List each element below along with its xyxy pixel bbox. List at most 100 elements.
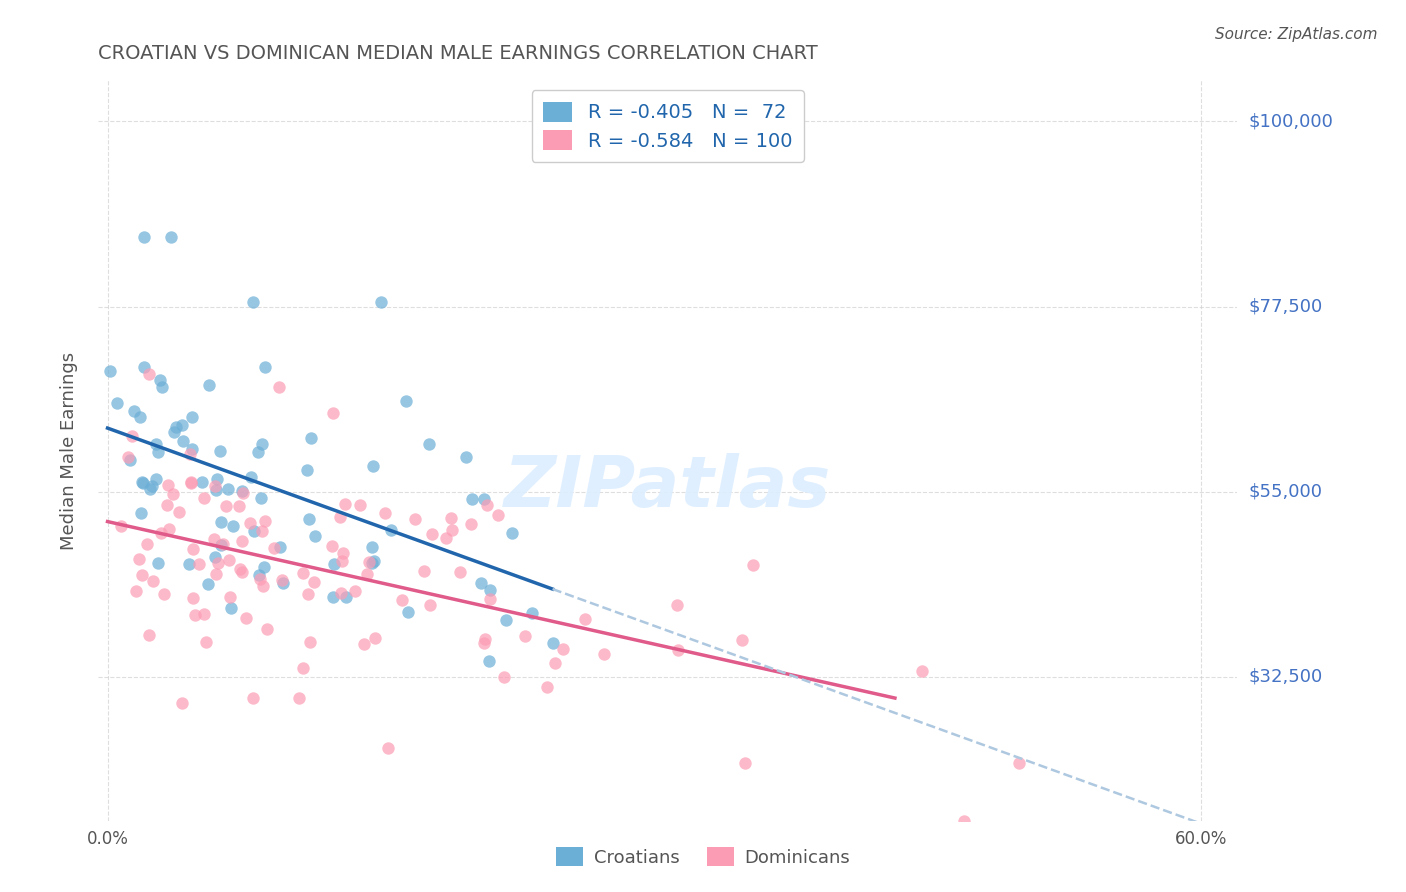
Point	[229, 562, 252, 576]
Point	[131, 567, 153, 582]
Y-axis label: Median Male Earnings: Median Male Earnings	[59, 351, 77, 549]
Point	[132, 475, 155, 490]
Point	[298, 634, 321, 648]
Point	[256, 622, 278, 636]
Point	[131, 507, 153, 521]
Point	[146, 556, 169, 570]
Point	[434, 531, 457, 545]
Point	[291, 661, 314, 675]
Point	[479, 591, 502, 606]
Point	[110, 519, 132, 533]
Point	[183, 541, 205, 556]
Point	[209, 444, 232, 458]
Point	[665, 598, 688, 612]
Point	[232, 485, 254, 500]
Point	[330, 586, 353, 600]
Point	[353, 637, 375, 651]
Point	[128, 409, 150, 424]
Point	[141, 574, 163, 588]
Point	[520, 606, 543, 620]
Point	[180, 442, 202, 456]
Point	[271, 575, 294, 590]
Point	[322, 591, 344, 605]
Legend: R = -0.405   N =  72, R = -0.584   N = 100: R = -0.405 N = 72, R = -0.584 N = 100	[531, 90, 804, 162]
Point	[460, 517, 482, 532]
Point	[149, 526, 172, 541]
Point	[953, 814, 976, 828]
Point	[231, 566, 253, 580]
Point	[191, 475, 214, 490]
Point	[138, 628, 160, 642]
Point	[235, 611, 257, 625]
Point	[180, 476, 202, 491]
Point	[239, 516, 262, 531]
Point	[364, 631, 387, 645]
Point	[299, 431, 322, 445]
Point	[242, 295, 264, 310]
Point	[141, 479, 163, 493]
Point	[370, 295, 392, 310]
Point	[252, 579, 274, 593]
Point	[475, 498, 498, 512]
Point	[544, 657, 567, 671]
Point	[160, 229, 183, 244]
Point	[222, 518, 245, 533]
Point	[449, 565, 471, 579]
Point	[179, 447, 201, 461]
Point	[394, 394, 416, 409]
Point	[418, 436, 440, 450]
Point	[501, 525, 523, 540]
Point	[183, 591, 205, 606]
Point	[330, 554, 353, 568]
Point	[183, 608, 205, 623]
Point	[218, 553, 240, 567]
Point	[243, 524, 266, 538]
Point	[253, 560, 276, 574]
Point	[291, 566, 314, 580]
Point	[478, 654, 501, 668]
Point	[486, 508, 509, 523]
Point	[361, 458, 384, 473]
Point	[374, 506, 396, 520]
Point	[440, 510, 463, 524]
Point	[149, 373, 172, 387]
Text: $77,500: $77,500	[1249, 298, 1323, 316]
Point	[145, 436, 167, 450]
Point	[349, 498, 371, 512]
Point	[212, 537, 235, 551]
Point	[495, 613, 517, 627]
Point	[472, 491, 495, 506]
Point	[380, 524, 402, 538]
Point	[209, 515, 232, 529]
Point	[252, 524, 274, 538]
Point	[156, 498, 179, 512]
Text: CROATIAN VS DOMINICAN MEDIAN MALE EARNINGS CORRELATION CHART: CROATIAN VS DOMINICAN MEDIAN MALE EARNIN…	[98, 45, 818, 63]
Point	[357, 555, 380, 569]
Point	[356, 567, 378, 582]
Point	[205, 472, 228, 486]
Point	[198, 378, 221, 392]
Point	[219, 591, 242, 605]
Point	[461, 491, 484, 506]
Point	[163, 425, 186, 440]
Point	[205, 567, 228, 582]
Point	[242, 690, 264, 705]
Point	[263, 541, 285, 556]
Point	[247, 568, 270, 582]
Point	[420, 526, 443, 541]
Point	[335, 590, 357, 604]
Point	[734, 756, 756, 770]
Point	[100, 364, 122, 378]
Point	[146, 445, 169, 459]
Point	[666, 642, 689, 657]
Point	[136, 537, 159, 551]
Point	[125, 583, 148, 598]
Point	[193, 607, 215, 621]
Point	[541, 636, 564, 650]
Point	[122, 404, 145, 418]
Point	[536, 680, 558, 694]
Point	[253, 514, 276, 528]
Point	[470, 576, 492, 591]
Point	[363, 554, 385, 568]
Point	[197, 577, 219, 591]
